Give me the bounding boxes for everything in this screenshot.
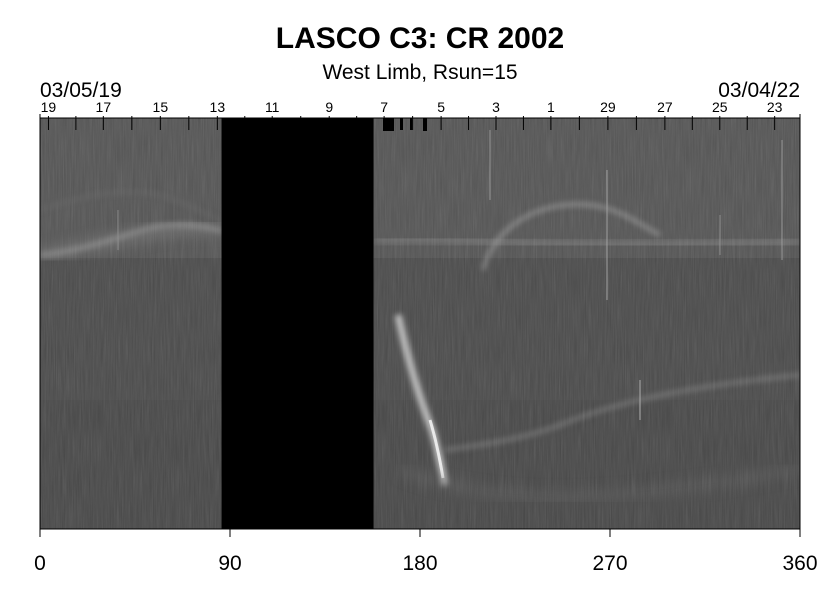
day-tick-label: 5 bbox=[437, 99, 445, 115]
x-tick-label: 360 bbox=[782, 552, 817, 575]
day-tick-label: 1 bbox=[547, 99, 555, 115]
start-date-label: 03/05/19 bbox=[40, 79, 122, 102]
day-tick-label: 23 bbox=[767, 99, 783, 115]
missing-data-marker bbox=[423, 118, 427, 131]
missing-data-marker bbox=[400, 118, 403, 130]
day-tick-label: 13 bbox=[210, 99, 226, 115]
missing-data-marker bbox=[383, 118, 394, 131]
day-tick-label: 25 bbox=[712, 99, 728, 115]
day-tick-label: 27 bbox=[657, 99, 673, 115]
data-gap-region bbox=[221, 118, 374, 529]
x-tick-label: 0 bbox=[34, 552, 46, 575]
chart-title: LASCO C3: CR 2002 bbox=[276, 22, 564, 55]
day-tick-label: 29 bbox=[600, 99, 616, 115]
x-axis: 0 90 180 270 360 bbox=[34, 529, 818, 575]
heatmap-image bbox=[40, 118, 800, 529]
day-tick-label: 7 bbox=[380, 99, 388, 115]
data-gap-layer bbox=[221, 118, 374, 529]
day-tick-axis: 19 17 15 13 11 9 7 5 3 1 29 27 25 23 bbox=[39, 99, 801, 130]
day-tick-label: 19 bbox=[41, 99, 57, 115]
day-tick-label: 11 bbox=[265, 99, 280, 115]
day-tick-label: 3 bbox=[492, 99, 500, 115]
x-tick-label: 180 bbox=[402, 552, 437, 575]
end-date-label: 03/04/22 bbox=[718, 79, 800, 102]
day-tick-label: 15 bbox=[153, 99, 169, 115]
missing-data-marker bbox=[410, 118, 412, 130]
x-tick-label: 90 bbox=[218, 552, 241, 575]
day-tick-label: 9 bbox=[325, 99, 333, 115]
chart-subtitle: West Limb, Rsun=15 bbox=[322, 61, 517, 84]
day-tick-label: 17 bbox=[96, 99, 112, 115]
texture-overlay bbox=[40, 118, 800, 529]
x-tick-label: 270 bbox=[592, 552, 627, 575]
